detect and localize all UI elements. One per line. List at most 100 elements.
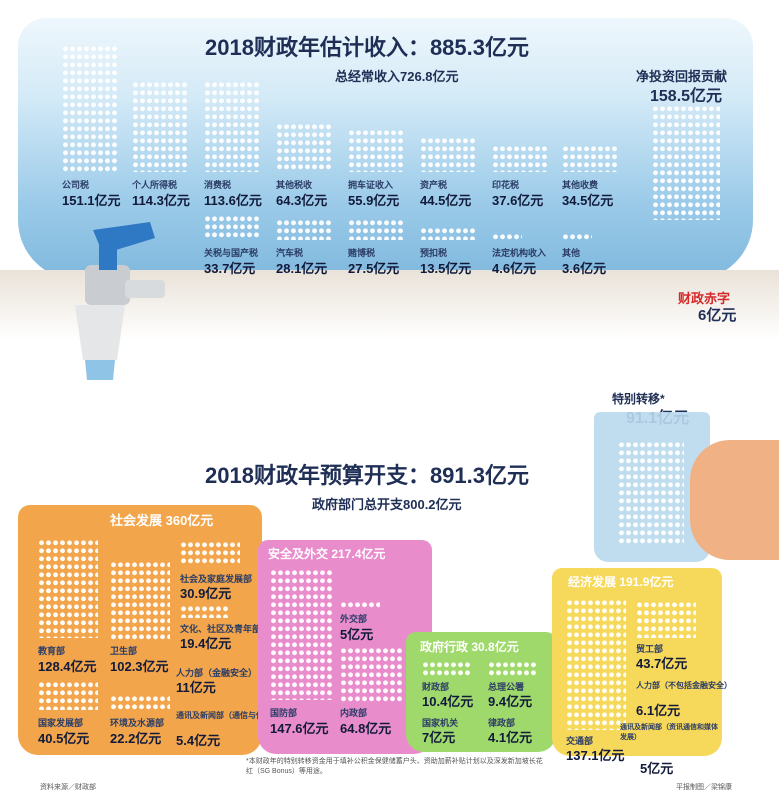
rev-item-label: 其他 xyxy=(562,248,581,258)
exp-item-label: 外交部 xyxy=(340,614,368,624)
rev-item-label: 资产税 xyxy=(420,180,448,190)
exp-item-value: 9.4亿元 xyxy=(488,694,533,709)
drops-mewr xyxy=(110,694,170,710)
exp-item-value: 5亿元 xyxy=(340,627,374,642)
drops-stamp-duty xyxy=(492,144,548,172)
credit: 平报制图／梁锦康 xyxy=(676,784,732,791)
exp-item-value: 5.4亿元 xyxy=(176,733,221,748)
drops-pmo xyxy=(488,660,536,676)
drops-home-affairs xyxy=(340,646,402,702)
rev-item-label: 其他税收 xyxy=(276,180,313,190)
rev-item-label: 个人所得税 xyxy=(132,180,178,190)
exp-item-label: 国家机关 xyxy=(422,718,459,728)
rev-item-value: 13.5亿元 xyxy=(420,261,472,276)
exp-item-label: 人力部（不包括金融安全） xyxy=(636,681,732,690)
rev-item-value: 55.9亿元 xyxy=(348,193,400,208)
exp-item-label: 人力部（金融安全） xyxy=(176,668,258,678)
footnote: *本财政年的特别转移资金用于填补公积金保健储蓄户头、资助加薪补贴计划以及深发新加… xyxy=(246,758,543,775)
drops-gst xyxy=(204,80,260,172)
rev-item-value: 33.7亿元 xyxy=(204,261,256,276)
exp-item-value: 64.8亿元 xyxy=(340,721,392,736)
security-title: 安全及外交 217.4亿元 xyxy=(268,547,386,561)
rev-item-value: 28.1亿元 xyxy=(276,261,328,276)
drops-income-tax xyxy=(132,80,188,172)
exp-item-label: 通讯及新闻部（资讯通信和媒体发展） xyxy=(620,724,718,741)
exp-item-value: 128.4亿元 xyxy=(38,659,97,674)
rev-item-label: 消费税 xyxy=(204,180,232,190)
rev-item-label: 关税与国产税 xyxy=(204,248,259,258)
drops-vehicle xyxy=(276,218,332,240)
economic-title: 经济发展 191.9亿元 xyxy=(568,575,674,589)
rev-item-label: 赌博税 xyxy=(348,248,376,258)
revenue-title: 2018财政年估计收入：885.3亿元 xyxy=(205,35,529,60)
exp-item-value: 10.4亿元 xyxy=(422,694,474,709)
deficit-value: 6亿元 xyxy=(698,307,737,324)
rev-item-value: 27.5亿元 xyxy=(348,261,400,276)
exp-item-value: 11亿元 xyxy=(176,680,216,695)
exp-item-label: 财政部 xyxy=(422,682,450,692)
operating-revenue-total: 总经常收入726.8亿元 xyxy=(335,69,459,84)
rev-item-value: 64.3亿元 xyxy=(276,193,328,208)
drops-mof xyxy=(422,660,470,676)
drops-defence xyxy=(270,568,332,700)
government-title: 政府行政 30.8亿元 xyxy=(420,640,519,654)
drops-corporate-tax xyxy=(62,44,118,172)
faucet-icon xyxy=(75,222,165,380)
rev-item-label: 拥车证收入 xyxy=(348,180,394,190)
rev-item-label: 公司税 xyxy=(62,180,90,190)
exp-item-value: 5亿元 xyxy=(640,761,674,776)
exp-item-value: 22.2亿元 xyxy=(110,731,162,746)
ministries-total: 政府部门总开支800.2亿元 xyxy=(312,497,462,512)
rev-item-value: 113.6亿元 xyxy=(204,193,262,208)
social-title: 社会发展 360亿元 xyxy=(110,513,214,528)
drops-other-taxes xyxy=(276,122,332,172)
exp-item-label: 律政部 xyxy=(488,718,516,728)
drops-property-tax xyxy=(420,136,476,172)
drops-mccy xyxy=(180,604,230,618)
exp-item-label: 内政部 xyxy=(340,708,368,718)
exp-item-value: 102.3亿元 xyxy=(110,659,169,674)
exp-item-value: 4.1亿元 xyxy=(488,730,533,745)
drops-mti xyxy=(636,600,696,638)
drops-education xyxy=(38,538,98,638)
drops-health xyxy=(110,560,170,640)
exp-item-label: 社会及家庭发展部 xyxy=(180,574,253,584)
rev-item-value: 4.6亿元 xyxy=(492,261,537,276)
rev-item-label: 法定机构收入 xyxy=(492,248,547,258)
drops-msf xyxy=(180,540,240,566)
drops-statutory xyxy=(492,232,522,240)
drops-customs xyxy=(204,214,260,240)
drops-mfa xyxy=(340,600,380,608)
nir-label: 净投资回报贡献 xyxy=(636,69,728,84)
exp-item-value: 147.6亿元 xyxy=(270,721,329,736)
rev-item-label: 汽车税 xyxy=(276,248,304,258)
exp-item-value: 137.1亿元 xyxy=(566,748,625,763)
exp-item-value: 7亿元 xyxy=(422,730,456,745)
rev-item-value: 44.5亿元 xyxy=(420,193,472,208)
rev-item-label: 印花税 xyxy=(492,180,520,190)
special-transfers-label: 特别转移* xyxy=(612,392,665,406)
rev-item-label: 其他收费 xyxy=(562,180,599,190)
drops-nir xyxy=(652,104,720,220)
drops-withholding xyxy=(420,226,476,240)
exp-item-label: 国家发展部 xyxy=(38,718,84,728)
exp-item-value: 19.4亿元 xyxy=(180,636,232,651)
rev-item-label: 预扣税 xyxy=(420,248,448,258)
rev-item-value: 3.6亿元 xyxy=(562,261,607,276)
exp-item-label: 文化、社区及青年部 xyxy=(180,624,262,634)
drops-betting xyxy=(348,218,404,240)
rev-item-value: 37.6亿元 xyxy=(492,193,544,208)
exp-item-value: 6.1亿元 xyxy=(636,703,681,718)
deficit-label: 财政赤字 xyxy=(678,291,731,306)
exp-item-value: 30.9亿元 xyxy=(180,586,232,601)
government-cup xyxy=(406,632,556,752)
rev-item-value: 114.3亿元 xyxy=(132,193,190,208)
exp-item-label: 交通部 xyxy=(566,736,594,746)
exp-item-label: 卫生部 xyxy=(110,646,138,656)
exp-item-label: 环境及水源部 xyxy=(110,718,165,728)
exp-item-value: 43.7亿元 xyxy=(636,656,688,671)
exp-item-label: 国防部 xyxy=(270,708,298,718)
drops-others xyxy=(562,232,592,240)
drops-coe xyxy=(348,128,404,172)
